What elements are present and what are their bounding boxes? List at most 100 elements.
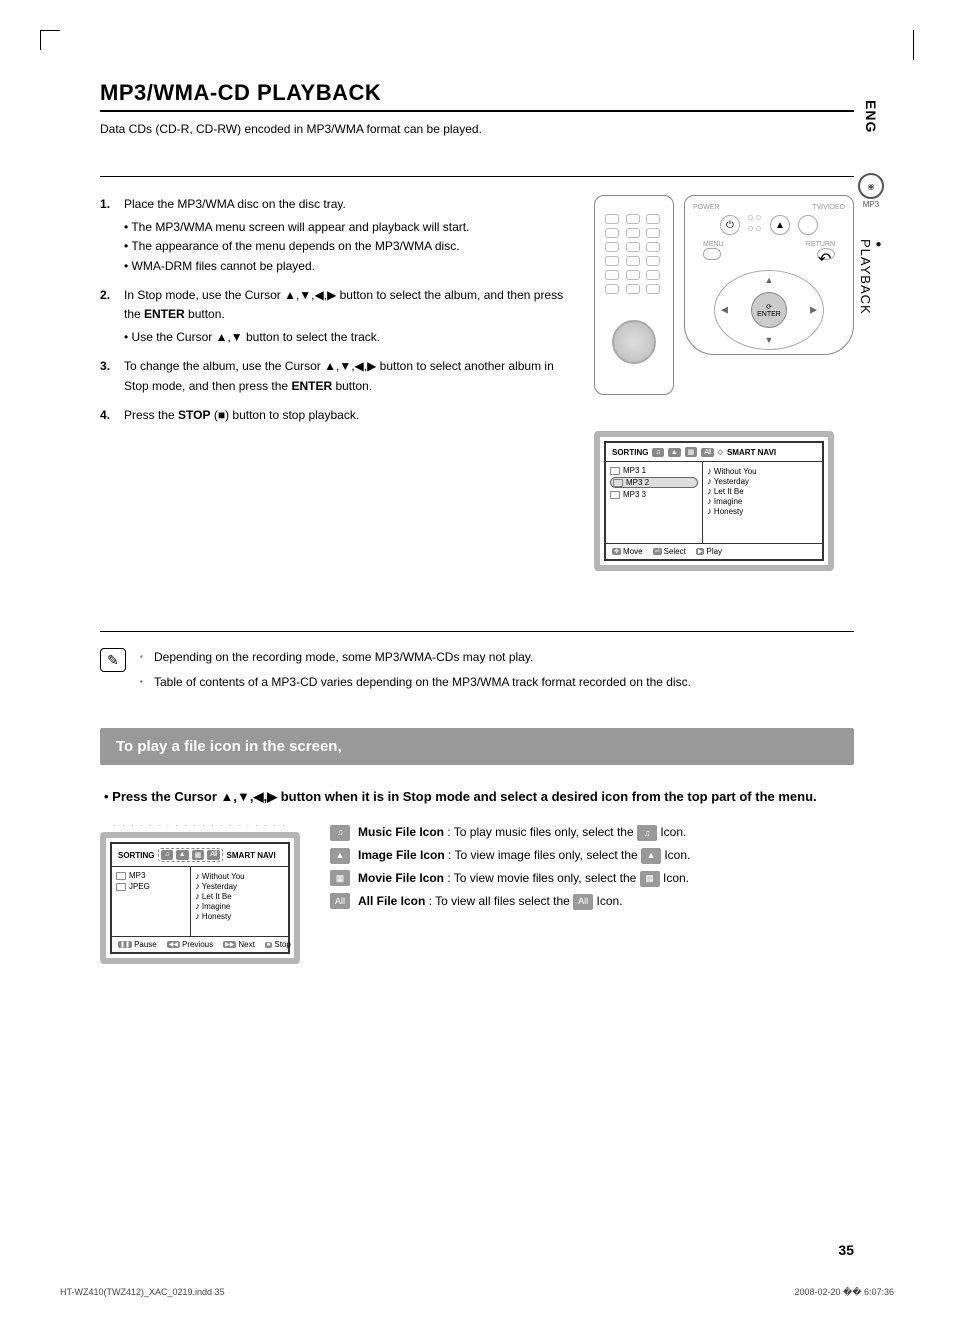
eject-icon: ▲	[770, 215, 790, 235]
icon-explanations: ♫ Music File Icon : To play music files …	[330, 821, 854, 912]
label-power: POWER	[693, 204, 719, 211]
track-item: ♪ Let It Be	[707, 486, 818, 496]
lang-tab: ENG	[863, 100, 879, 133]
all-file-row: All All File Icon : To view all files se…	[330, 890, 854, 913]
remote-body	[594, 195, 674, 395]
osd-track-list: ♪ Without You ♪ Yesterday ♪ Let It Be ♪ …	[191, 867, 288, 936]
step-4: Press the STOP (■) button to stop playba…	[100, 406, 564, 425]
menu-button	[703, 248, 721, 260]
image-icon: ▲	[668, 448, 681, 457]
page-number: 35	[838, 1242, 854, 1258]
mp3-disc-icon: ◉MP3	[858, 173, 884, 199]
step-1a: The MP3/WMA menu screen will appear and …	[124, 218, 564, 237]
track-item: ♪ Imagine	[707, 496, 818, 506]
step-2-sub: Use the Cursor ▲,▼ button to select the …	[124, 328, 564, 347]
return-button: ↶	[817, 248, 835, 260]
steps-list: Place the MP3/WMA disc on the disc tray.…	[100, 195, 564, 571]
image-file-row: ▲ Image File Icon : To view image files …	[330, 844, 854, 867]
music-icon: ♫	[637, 825, 657, 841]
icon-section: · · · · · · · · · · · · · · · · · · · · …	[100, 821, 854, 964]
all-icon: All	[701, 448, 713, 457]
up-arrow-icon: ▲	[765, 275, 774, 285]
hint-move: ✥Move	[612, 547, 643, 556]
step-2: In Stop mode, use the Cursor ▲,▼,◀,▶ but…	[100, 286, 564, 348]
all-icon: All	[207, 850, 219, 860]
down-arrow-icon: ▼	[765, 335, 774, 345]
track-item: ♪ Without You	[195, 871, 284, 881]
right-arrow-icon: ▶	[810, 305, 817, 316]
osd-folder-list: MP3 JPEG	[112, 867, 191, 936]
image-icon: ▲	[176, 850, 189, 860]
folder-item: JPEG	[116, 882, 186, 891]
step-1: Place the MP3/WMA disc on the disc tray.…	[100, 195, 564, 276]
osd-track-list: ♪ Without You ♪ Yesterday ♪ Let It Be ♪ …	[703, 462, 822, 543]
step-3: To change the album, use the Cursor ▲,▼,…	[100, 357, 564, 395]
subsection-heading: To play a file icon in the screen,	[100, 728, 854, 765]
crop-mark	[40, 30, 60, 50]
label-tvvideo: TV/VIDEO	[812, 204, 845, 211]
page-subtitle: Data CDs (CD-R, CD-RW) encoded in MP3/WM…	[100, 122, 854, 136]
main-content: Place the MP3/WMA disc on the disc tray.…	[100, 195, 854, 571]
instruction-text: Press the Cursor ▲,▼,◀,▶ button when it …	[100, 789, 854, 805]
osd-smartnavi-label: SMART NAVI	[227, 851, 276, 860]
folder-item: MP3 3	[610, 490, 698, 499]
remote-figure: POWER TV/VIDEO ⏻ ▲	[594, 195, 854, 395]
all-icon: All	[330, 893, 350, 909]
page-title: MP3/WMA-CD PLAYBACK	[100, 80, 854, 112]
track-item: ♪ Yesterday	[707, 476, 818, 486]
hint-prev: ◀◀Previous	[167, 940, 213, 949]
remote-callout: POWER TV/VIDEO ⏻ ▲	[684, 195, 854, 355]
osd-sorting-label: SORTING	[612, 448, 648, 457]
movie-icon: ▦	[685, 447, 698, 457]
label-menu: MENU	[703, 241, 724, 248]
step-1c: WMA-DRM files cannot be played.	[124, 257, 564, 276]
power-icon: ⏻	[720, 215, 740, 235]
hint-pause: ❚❚Pause	[118, 940, 157, 949]
all-icon: All	[573, 894, 593, 910]
music-icon: ♫	[161, 850, 172, 860]
osd-smartnavi-label: SMART NAVI	[727, 448, 776, 457]
section-tab: PLAYBACK	[858, 239, 884, 315]
track-item: ♪ Yesterday	[195, 881, 284, 891]
step-1b: The appearance of the menu depends on th…	[124, 237, 564, 256]
track-item: ♪ Without You	[707, 466, 818, 476]
hint-play: ▶Play	[696, 547, 722, 556]
footer-filename: HT-WZ410(TWZ412)_XAC_0219.indd 35	[60, 1287, 225, 1298]
osd-folder-list: MP3 1 MP3 2 MP3 3	[606, 462, 703, 543]
movie-icon: ▦	[640, 871, 660, 887]
label-return: RETURN	[806, 241, 835, 248]
side-tabs: ENG ◉MP3 PLAYBACK	[858, 100, 884, 315]
notes-block: ✎ Depending on the recording mode, some …	[100, 631, 854, 698]
track-item: ♪ Honesty	[195, 911, 284, 921]
track-item: ♪ Imagine	[195, 901, 284, 911]
left-arrow-icon: ◀	[721, 305, 728, 316]
note-item: Depending on the recording mode, some MP…	[140, 648, 691, 667]
folder-item-selected: MP3 2	[610, 477, 698, 488]
note-icon: ✎	[100, 648, 126, 672]
folder-item: MP3	[116, 871, 186, 880]
crop-mark	[913, 30, 914, 60]
hint-stop: ■Stop	[265, 940, 291, 949]
circle-button	[798, 215, 818, 235]
note-item: Table of contents of a MP3-CD varies dep…	[140, 673, 691, 692]
dpad: ▲ ▼ ◀ ▶ ⟳ENTER	[714, 270, 824, 350]
track-item: ♪ Honesty	[707, 506, 818, 516]
movie-icon: ▦	[330, 870, 350, 886]
osd-screen: SORTING ♫ ▲ ▦ All ◇ SMART NAVI MP3 1 MP3…	[594, 431, 834, 571]
hint-select: ⏎Select	[653, 547, 686, 556]
movie-file-row: ▦ Movie File Icon : To view movie files …	[330, 867, 854, 890]
divider	[100, 176, 854, 177]
callout-dots: · · · · · · · · · · · · · · · · · · · ·	[100, 821, 300, 830]
print-footer: HT-WZ410(TWZ412)_XAC_0219.indd 35 2008-0…	[60, 1287, 894, 1298]
hint-next: ▶▶Next	[223, 940, 255, 949]
osd-screen-2: SORTING ♫ ▲ ▦ All SMART NAVI MP3 JPEG	[100, 832, 300, 964]
music-icon: ♫	[652, 448, 663, 457]
track-item: ♪ Let It Be	[195, 891, 284, 901]
page-content: ENG ◉MP3 PLAYBACK MP3/WMA-CD PLAYBACK Da…	[100, 80, 854, 1218]
figures: POWER TV/VIDEO ⏻ ▲	[594, 195, 854, 571]
osd-sorting-label: SORTING	[118, 851, 154, 860]
footer-timestamp: 2008-02-20 �� 6:07:36	[794, 1287, 894, 1298]
music-file-row: ♫ Music File Icon : To play music files …	[330, 821, 854, 844]
movie-icon: ▦	[192, 850, 205, 860]
music-icon: ♫	[330, 825, 350, 841]
